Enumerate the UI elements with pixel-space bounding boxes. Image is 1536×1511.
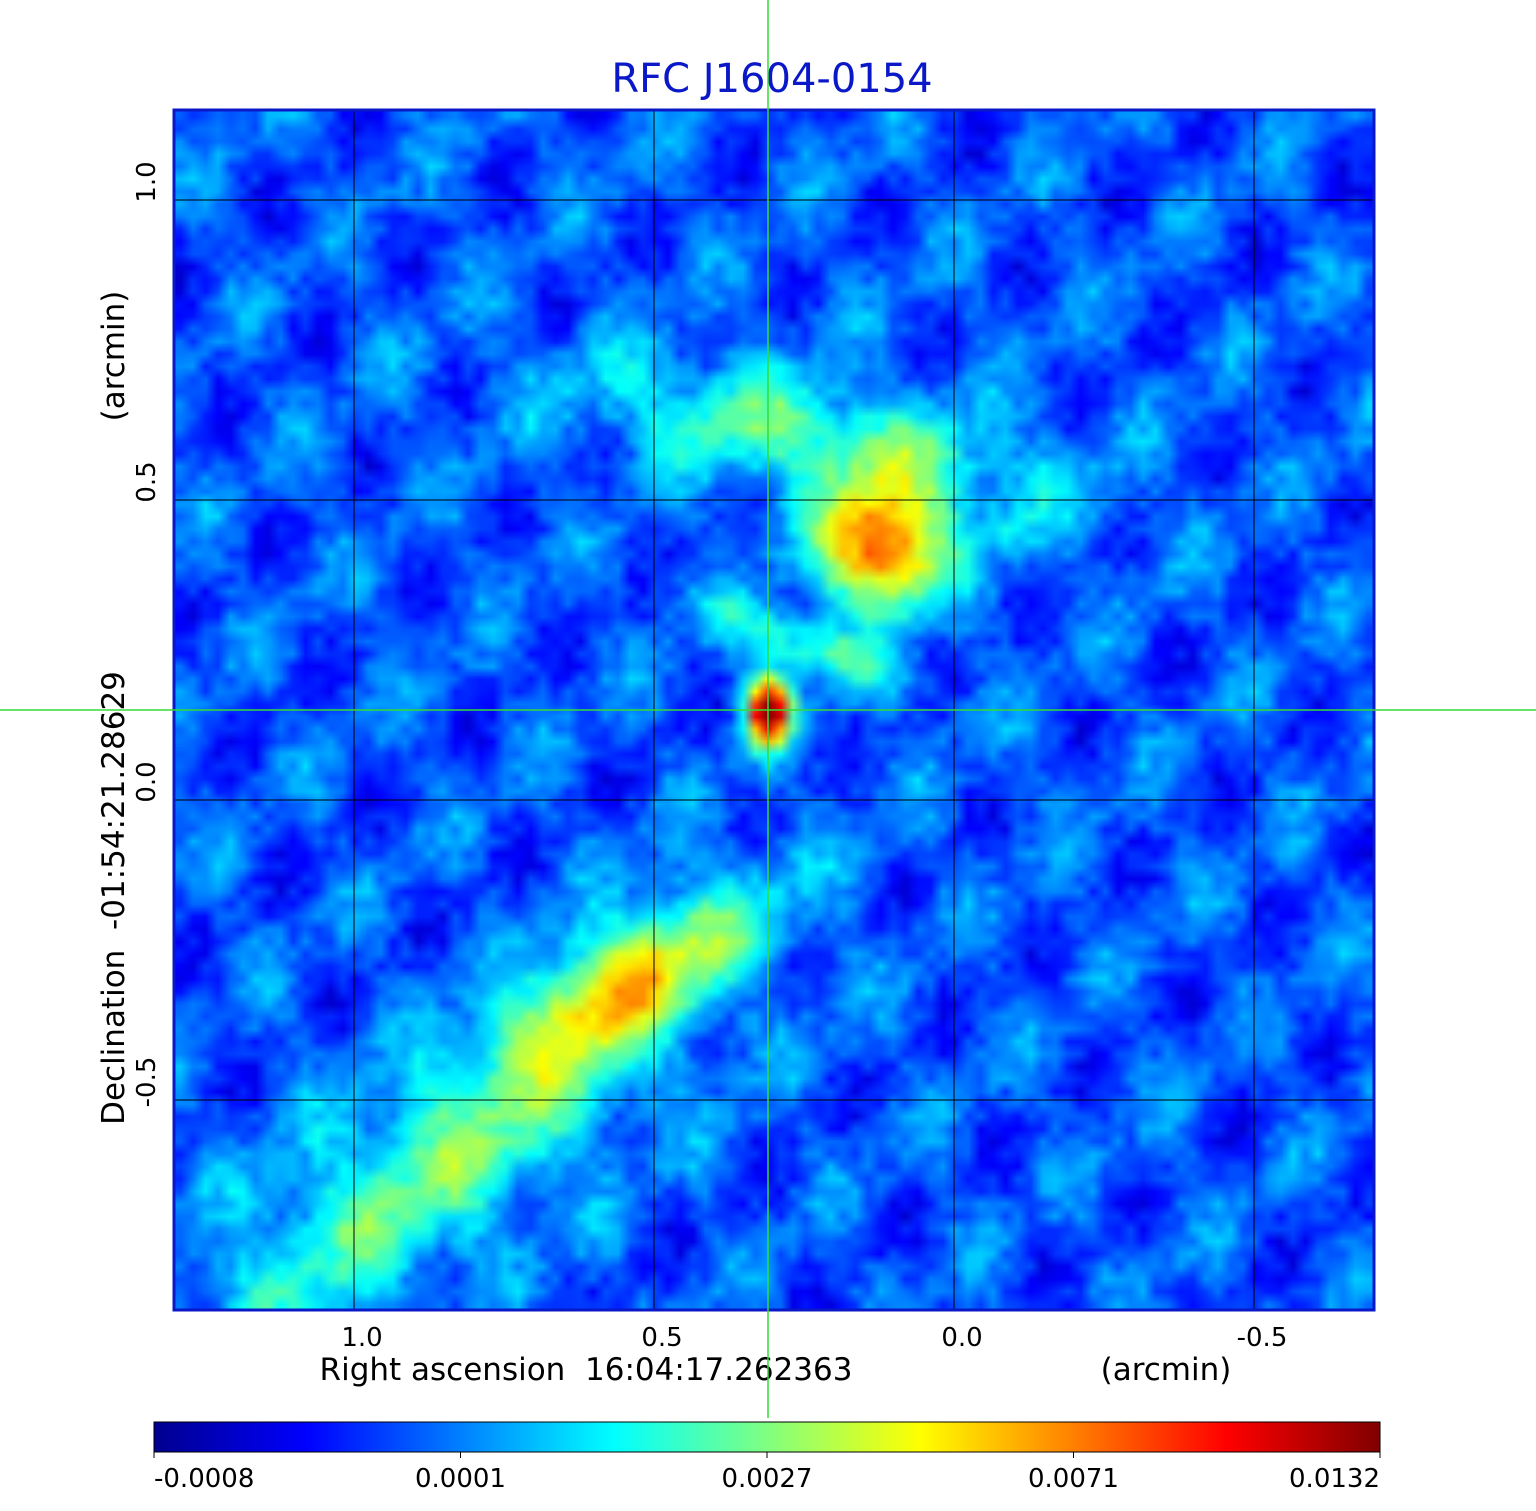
colorbar-tick-label: 0.0001 (415, 1464, 506, 1494)
y-tick-label: 0.5 (132, 461, 162, 502)
x-axis-unit: (arcmin) (1101, 1352, 1232, 1388)
x-tick-label: 0.5 (641, 1323, 682, 1353)
x-tick-labels: 1.0 0.5 0.0 -0.5 (341, 1323, 1287, 1353)
colorbar-tick-labels: -0.0008 0.0001 0.0027 0.0071 0.0132 (153, 1452, 1381, 1494)
colorbar (153, 1421, 1381, 1453)
y-tick-label: -0.5 (132, 1057, 162, 1108)
y-tick-label: 0.0 (132, 761, 162, 802)
y-tick-label: 1.0 (132, 161, 162, 202)
y-tick-labels: 1.0 0.5 0.0 -0.5 (132, 161, 162, 1107)
y-axis-unit: (arcmin) (96, 291, 132, 422)
colorbar-tick-label: -0.0008 (154, 1464, 254, 1494)
colorbar-tick-label: 0.0027 (722, 1464, 813, 1494)
x-tick-label: 1.0 (341, 1323, 382, 1353)
colorbar-tick-label: 0.0132 (1289, 1464, 1380, 1494)
y-axis-label: Declination -01:54:21.28629 (96, 671, 132, 1125)
x-tick-label: -0.5 (1237, 1323, 1288, 1353)
colorbar-tick-label: 0.0071 (1028, 1464, 1119, 1494)
x-axis-label: Right ascension 16:04:17.262363 (320, 1352, 853, 1388)
chart-title: RFC J1604-0154 (611, 56, 932, 102)
x-tick-label: 0.0 (941, 1323, 982, 1353)
